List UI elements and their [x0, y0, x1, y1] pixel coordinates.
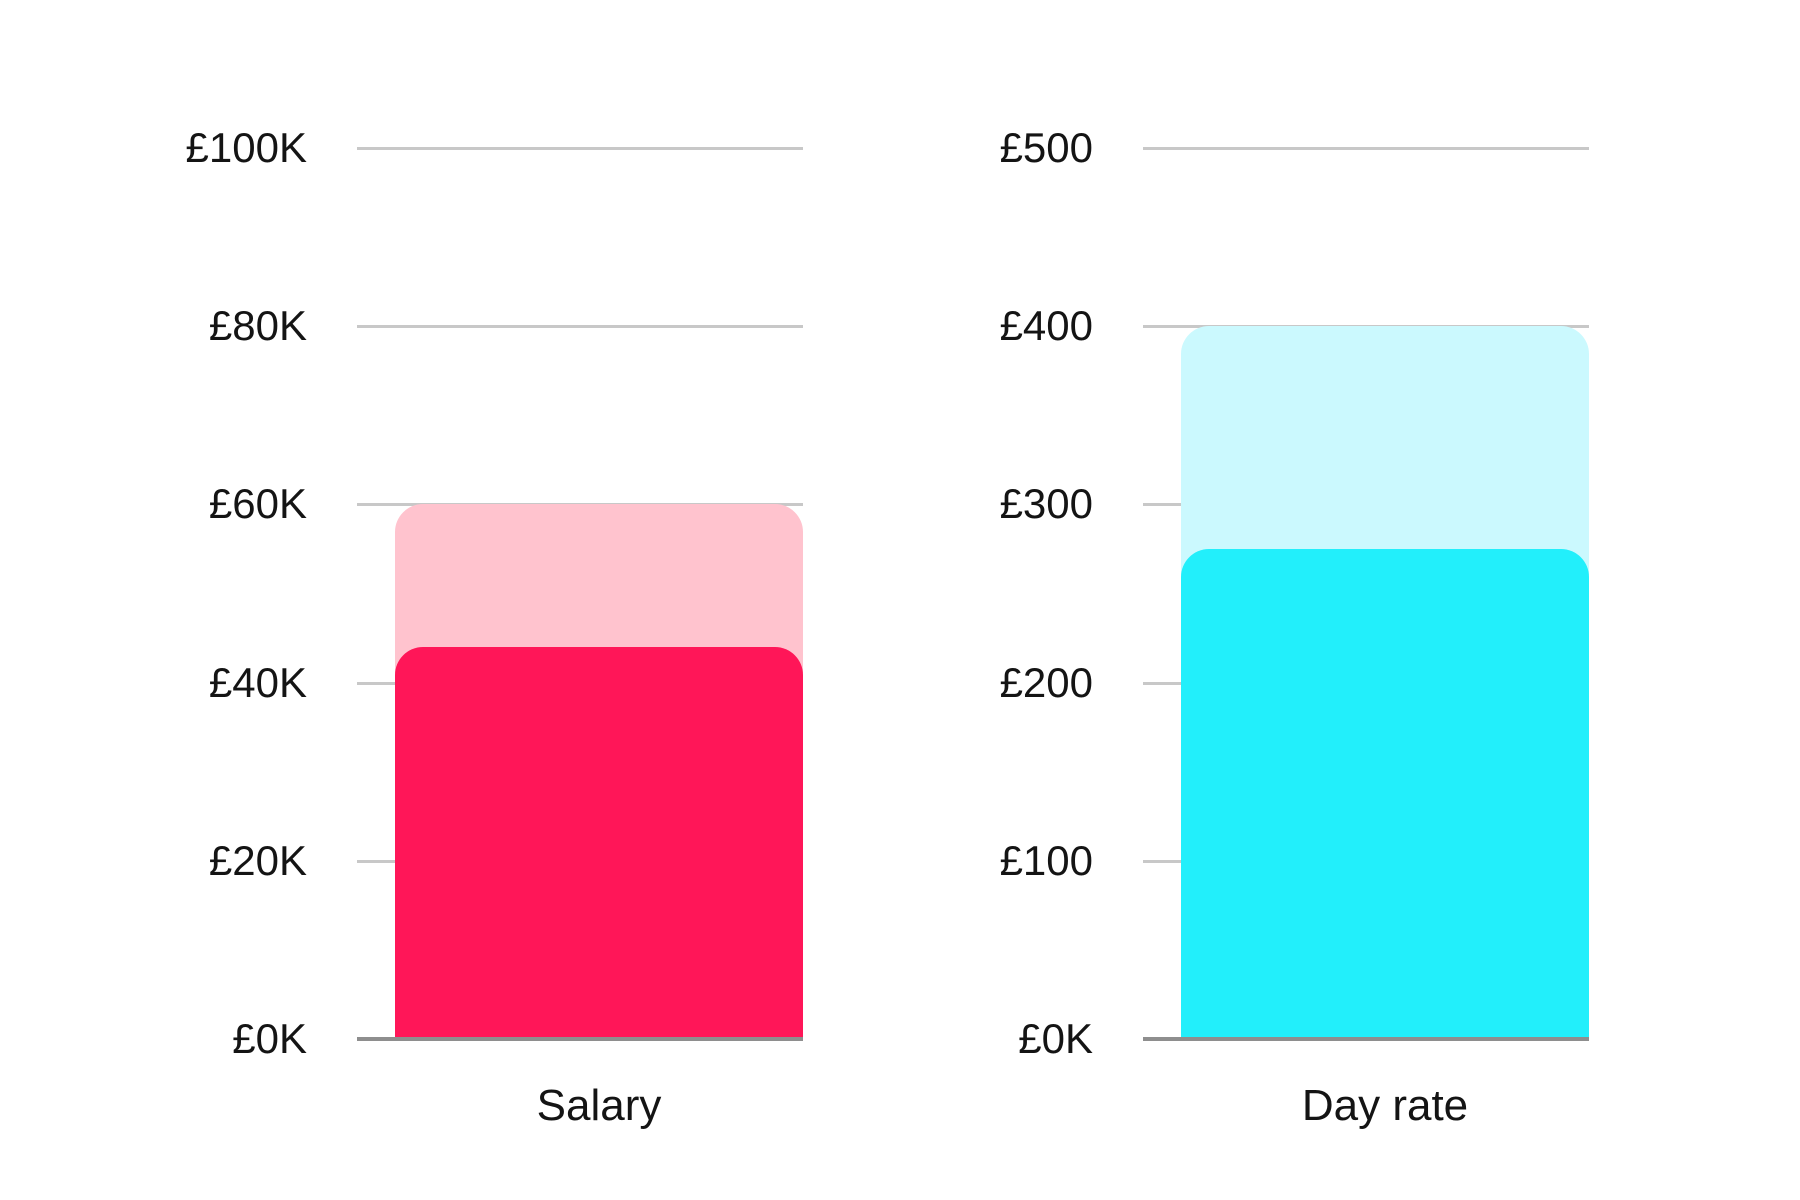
gridline-£500	[1143, 147, 1589, 150]
y-tick-label-£0K: £0K	[1018, 1015, 1093, 1062]
day-rate-x-axis-label: Day rate	[1301, 1081, 1469, 1130]
y-tick-label-£20K: £20K	[208, 836, 307, 884]
day-rate-dark-bar	[1181, 548, 1589, 1039]
salary-x-axis-label: Salary	[536, 1081, 662, 1130]
y-tick-label-£500: £500	[999, 124, 1093, 171]
x-axis-line	[1143, 1037, 1589, 1041]
x-axis-line	[357, 1037, 803, 1041]
salary-plot-area: £0K £20K £40K £60K £80K £100K	[186, 124, 803, 1062]
y-tick-label-£60K: £60K	[208, 480, 307, 528]
y-tick-label-£40K: £40K	[208, 658, 307, 706]
y-tick-label-£300: £300	[999, 480, 1093, 528]
y-tick-label-£0K: £0K	[232, 1015, 307, 1062]
y-tick-label-£100K: £100K	[185, 124, 307, 171]
y-tick-label-£400: £400	[999, 302, 1093, 350]
day-rate-plot-area: £0K £100 £200 £300 £400 £500	[1000, 124, 1589, 1062]
y-tick-label-£80K: £80K	[208, 302, 307, 350]
salary-chart: £0K £20K £40K £60K £80K £100K Salary	[186, 124, 803, 1200]
salary-dark-bar	[395, 646, 803, 1039]
gridline-£100K	[357, 147, 803, 150]
day-rate-chart: £0K £100 £200 £300 £400 £500 Day rate	[1000, 124, 1589, 1200]
y-tick-label-£200: £200	[999, 658, 1093, 706]
y-tick-label-£100: £100	[999, 836, 1093, 884]
gridline-£80K	[357, 325, 803, 329]
